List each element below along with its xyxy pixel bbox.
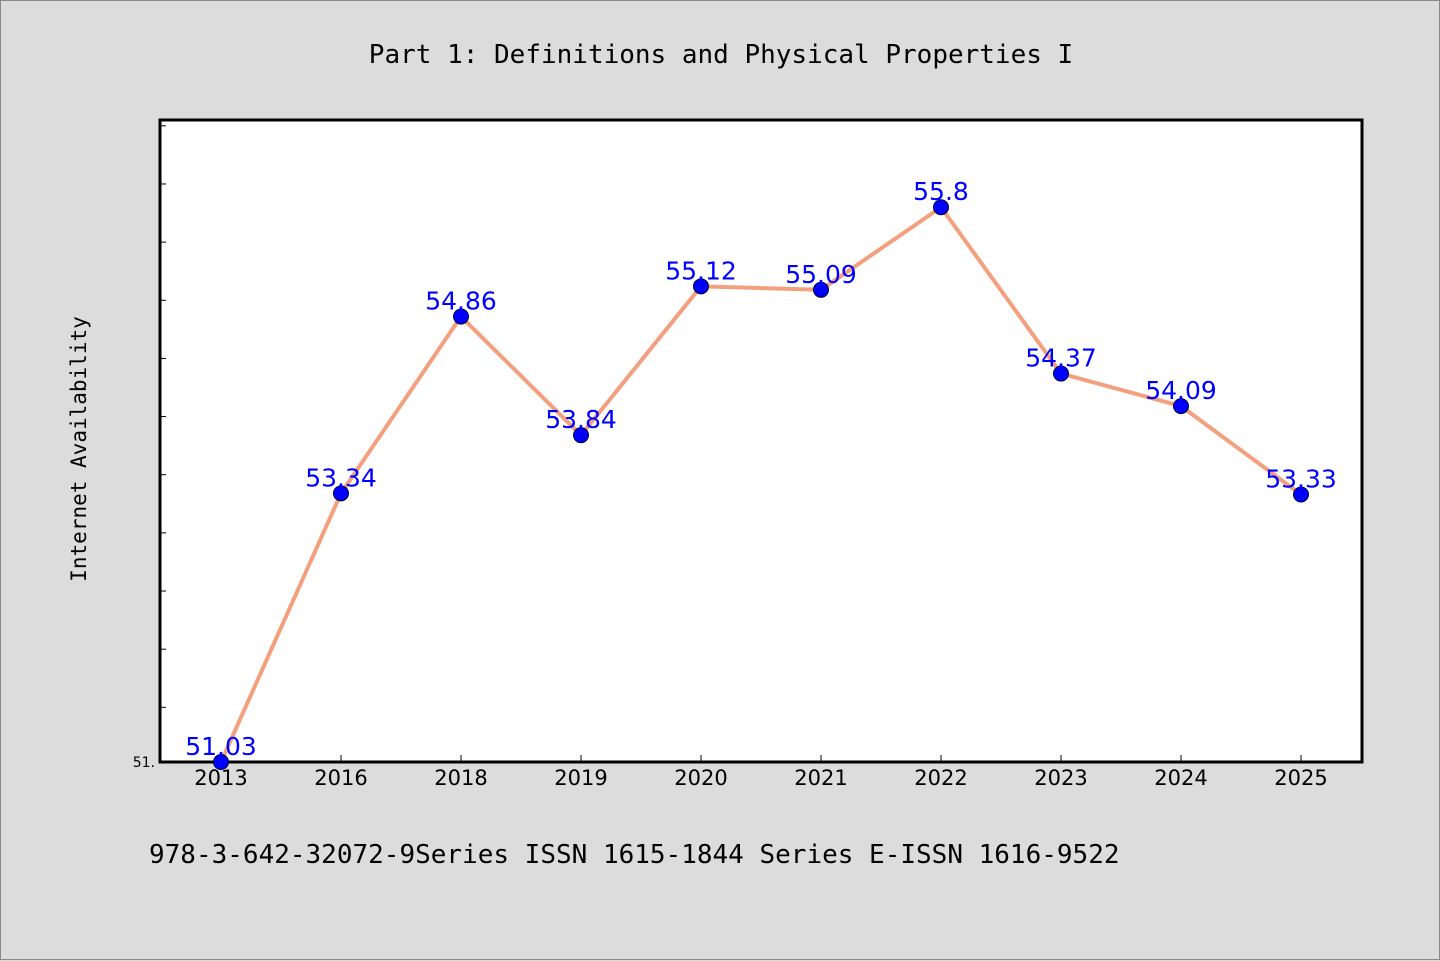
x-tick-label: 2020	[674, 766, 727, 790]
data-point	[573, 427, 589, 444]
x-axis-ticks: 2013 2016 2018 2019 2020 2021 2022 2023 2024 2025	[194, 755, 1328, 790]
data-point	[1053, 365, 1069, 382]
x-tick-label: 2022	[914, 766, 967, 790]
data-label: 53.84	[545, 405, 617, 434]
data-point	[933, 199, 949, 216]
data-label: 55.12	[665, 256, 737, 285]
x-tick-label: 2018	[434, 766, 487, 790]
data-label: 51.03	[185, 732, 257, 761]
data-point	[1173, 398, 1189, 415]
data-point	[453, 308, 469, 325]
data-point	[213, 754, 229, 770]
y-axis-ticks: 51.	[133, 125, 166, 771]
data-label: 54.37	[1025, 344, 1097, 373]
data-point	[333, 485, 349, 502]
series-layer	[213, 199, 1309, 770]
y-axis-label: Internet Availability	[67, 316, 91, 582]
x-tick-label: 2025	[1274, 766, 1327, 790]
x-tick-label: 2021	[794, 766, 847, 790]
series-line	[219, 205, 1303, 764]
footer-isbn-text: 978-3-642-32072-9Series ISSN 1615-1844 S…	[149, 840, 1120, 870]
data-labels-layer: 51.03 53.34 54.86 53.84 55.12 55.09 55.8 54.37 5…	[185, 177, 1337, 761]
data-label: 53.34	[305, 463, 377, 492]
chart-title: Part 1: Definitions and Physical Propert…	[369, 40, 1073, 70]
data-label: 54.86	[425, 287, 497, 316]
x-tick-label: 2023	[1034, 766, 1087, 790]
x-tick-label: 2016	[314, 766, 367, 790]
data-label: 53.33	[1265, 465, 1337, 494]
data-point	[693, 278, 709, 295]
plot-area	[158, 118, 1364, 764]
data-label: 55.09	[785, 260, 857, 289]
data-label: 54.09	[1145, 376, 1217, 405]
x-tick-label: 2019	[554, 766, 607, 790]
data-point	[1293, 486, 1309, 503]
data-label: 55.8	[913, 177, 969, 206]
data-point	[813, 281, 829, 298]
y-tick-label: 51.	[133, 755, 155, 771]
x-tick-label: 2024	[1154, 766, 1207, 790]
